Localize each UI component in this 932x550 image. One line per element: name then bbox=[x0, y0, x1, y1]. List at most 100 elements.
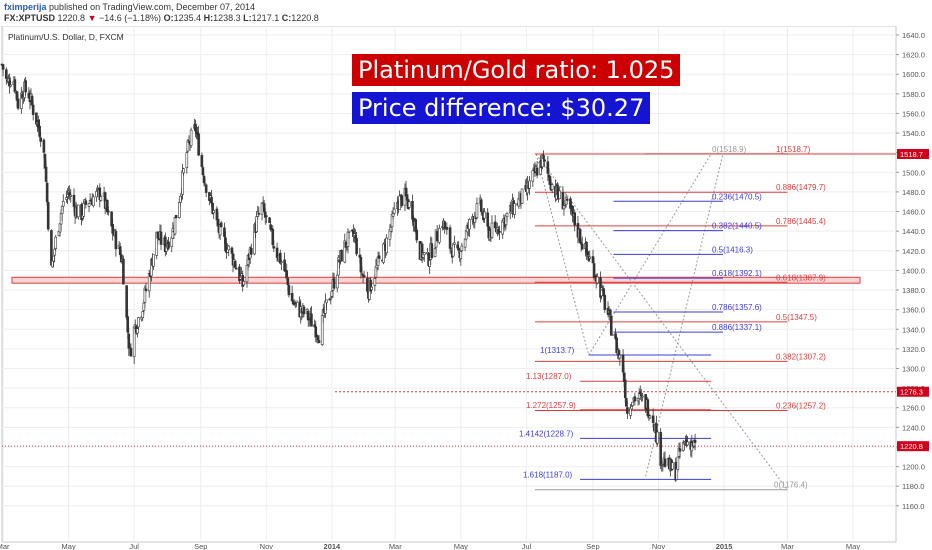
candle bbox=[16, 95, 20, 111]
fib-level-label: 0.786(1357.6) bbox=[712, 303, 762, 312]
y-tick-label: 1180.0 bbox=[902, 482, 924, 491]
candle-body bbox=[573, 212, 577, 226]
candle bbox=[460, 242, 464, 253]
candle-body bbox=[377, 255, 381, 259]
candle bbox=[573, 209, 577, 232]
candle-body bbox=[82, 202, 85, 217]
candle-body bbox=[520, 188, 524, 204]
x-tick-label: Sep bbox=[194, 542, 207, 550]
candle-body bbox=[20, 92, 23, 109]
candle bbox=[272, 240, 276, 253]
candle bbox=[186, 138, 190, 153]
candle-body bbox=[483, 211, 486, 219]
candle bbox=[314, 320, 318, 342]
fib-level-label: 0.236(1470.5) bbox=[712, 192, 762, 201]
candle-body bbox=[286, 277, 290, 286]
fib-level-label: 0.5(1347.5) bbox=[776, 313, 817, 322]
candle bbox=[174, 214, 178, 219]
candle bbox=[167, 237, 170, 251]
candle bbox=[340, 249, 343, 262]
price-badge-label: 1518.7 bbox=[900, 150, 923, 159]
candle-body bbox=[656, 431, 659, 444]
trend-line bbox=[645, 153, 724, 477]
candle-body bbox=[99, 196, 103, 201]
candle bbox=[122, 255, 125, 285]
candle-body bbox=[335, 274, 339, 289]
fib-level-label: 0.618(1392.1) bbox=[712, 269, 762, 278]
candle bbox=[44, 160, 48, 183]
candle-body bbox=[678, 448, 682, 452]
candle-body bbox=[663, 458, 667, 467]
candle-body bbox=[513, 203, 516, 215]
candle-body bbox=[122, 258, 125, 285]
candle bbox=[633, 392, 637, 406]
header-line-1: fximperija published on TradingView.com,… bbox=[4, 2, 319, 13]
candle-body bbox=[283, 259, 286, 272]
candle bbox=[204, 184, 208, 198]
price-badge-label: 1276.3 bbox=[900, 388, 923, 397]
candle-body bbox=[197, 133, 200, 156]
candle-body bbox=[61, 201, 65, 207]
candle-body bbox=[167, 241, 170, 249]
candle bbox=[520, 188, 524, 204]
candle-body bbox=[475, 203, 479, 219]
candle-body bbox=[230, 247, 234, 254]
candle bbox=[38, 119, 41, 139]
candle bbox=[686, 436, 689, 447]
fib-level-label: 1.4142(1228.7) bbox=[519, 429, 574, 438]
candle bbox=[227, 244, 231, 257]
candle bbox=[656, 429, 659, 447]
candle-body bbox=[211, 202, 214, 214]
price-badge bbox=[897, 386, 929, 397]
candle-body bbox=[39, 137, 42, 142]
candle-body bbox=[659, 432, 662, 466]
y-tick-label: 1240.0 bbox=[902, 423, 925, 432]
candle bbox=[238, 263, 241, 284]
candle-body bbox=[415, 229, 419, 241]
x-tick-label: 2014 bbox=[324, 542, 342, 550]
candle bbox=[9, 77, 12, 88]
candle bbox=[543, 158, 546, 168]
candle bbox=[659, 428, 662, 470]
candle bbox=[69, 189, 73, 203]
candle-body bbox=[253, 224, 256, 255]
candle-body bbox=[53, 248, 56, 256]
candle-body bbox=[84, 200, 88, 205]
y-tick-label: 1460.0 bbox=[902, 208, 925, 217]
fib-level-label: 0.618(1387.9) bbox=[776, 273, 826, 282]
candle-body bbox=[263, 211, 267, 218]
candle-body bbox=[648, 415, 652, 419]
y-tick-label: 1440.0 bbox=[902, 227, 925, 236]
y-tick-label: 1540.0 bbox=[902, 129, 925, 138]
candle-body bbox=[611, 334, 614, 336]
candle bbox=[531, 169, 535, 187]
candle bbox=[459, 249, 463, 266]
candle bbox=[528, 176, 531, 196]
x-tick-label: Jul bbox=[129, 542, 139, 550]
candle-body bbox=[44, 166, 48, 182]
candle bbox=[621, 349, 625, 376]
candle-body bbox=[107, 210, 110, 213]
candle-body bbox=[420, 243, 424, 259]
candle bbox=[550, 182, 554, 194]
candle-body bbox=[275, 247, 279, 258]
candle-body bbox=[445, 227, 449, 230]
candle bbox=[54, 235, 58, 252]
candle-body bbox=[505, 212, 509, 218]
author-link[interactable]: fximperija bbox=[4, 2, 47, 12]
candle bbox=[611, 333, 614, 336]
candle bbox=[678, 442, 682, 459]
candle-body bbox=[9, 84, 12, 87]
candle bbox=[4, 67, 8, 85]
candle-body bbox=[143, 287, 147, 303]
y-tick-label: 1360.0 bbox=[902, 306, 925, 315]
x-tick-label: May bbox=[62, 542, 76, 550]
candle bbox=[415, 226, 419, 244]
candle bbox=[302, 305, 306, 318]
chart-header: fximperija published on TradingView.com,… bbox=[4, 2, 319, 24]
x-tick-label: Jul bbox=[522, 542, 532, 550]
candle-body bbox=[580, 243, 584, 250]
candle-body bbox=[362, 275, 366, 278]
candle-body bbox=[38, 125, 41, 137]
y-tick-label: 1480.0 bbox=[902, 188, 925, 197]
